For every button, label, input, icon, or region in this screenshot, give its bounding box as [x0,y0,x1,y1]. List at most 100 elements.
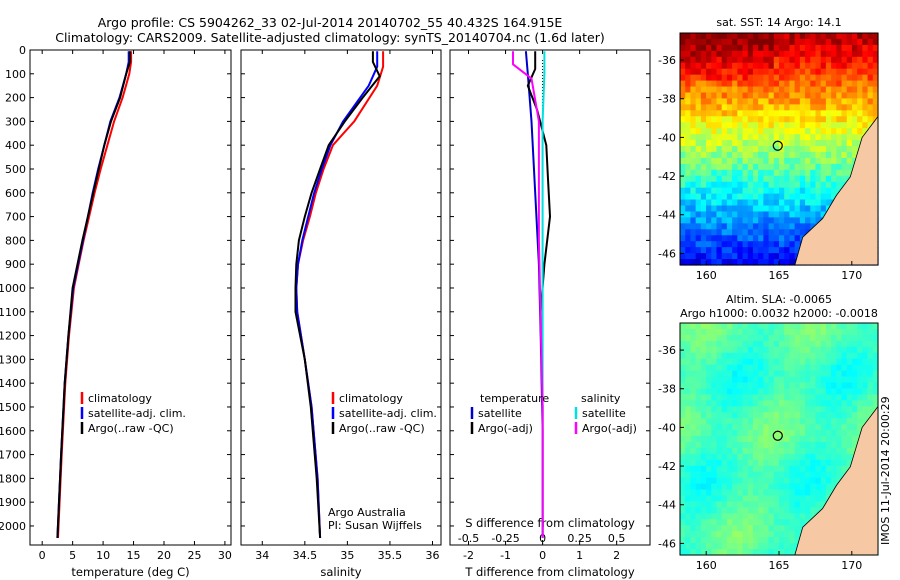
map-cell [685,549,692,556]
map-cell [747,400,754,407]
map-cell [789,181,796,189]
map-cell [846,92,853,100]
map-cell [831,477,837,485]
map-cell [732,483,738,491]
map-cell [810,346,817,354]
map-cell [685,340,692,348]
map-cell [820,146,827,153]
map-cell [789,388,796,395]
map-cell [747,525,754,532]
map-cell [815,340,822,348]
map-cell [836,382,843,390]
map-cell [711,483,718,491]
map-cell [841,175,848,183]
map-cell [851,376,858,384]
map-cell [779,146,785,153]
y-tick-label: 700 [5,211,26,224]
map-cell [779,328,785,336]
map-cell [779,370,785,378]
map-cell [747,549,754,556]
map-cell [773,116,780,123]
map-cell [680,519,686,526]
map-cell [747,74,754,82]
map-cell [747,175,754,183]
map-cell [716,181,723,189]
map-cell [695,235,702,242]
map-cell [747,134,754,141]
map-cell [836,436,843,443]
map-cell [794,525,801,532]
map-cell [690,412,697,419]
map-cell [867,382,874,390]
map-cell [747,140,754,147]
map-cell [867,364,874,372]
map-cell [820,62,827,70]
map-cell [857,134,863,141]
map-cell [742,394,749,401]
map-cell [700,495,707,503]
x2-tick-label: -0.5 [458,532,479,545]
map-cell [841,163,848,171]
map-cell [732,199,738,207]
map-cell [820,471,827,479]
map-cell [726,253,733,260]
map-cell [805,465,811,473]
map-cell [711,229,718,236]
map-cell [711,441,718,449]
map-cell [732,394,738,401]
map-cell [815,140,822,147]
map-cell [825,352,832,360]
map-cell [747,382,754,390]
map-cell [752,495,759,503]
map-cell [721,229,728,236]
map-cell [836,418,843,425]
map-cell [799,430,806,437]
map-cell [752,253,759,260]
map-cell [690,424,697,431]
map-cell [711,495,718,503]
map-cell [810,441,817,449]
map-cell [805,68,811,76]
map-cell [779,441,785,449]
map-cell [706,146,712,153]
map-cell [716,122,723,129]
map-cell [789,430,796,437]
lat-tick-label: -42 [658,460,676,473]
map-cell [825,92,832,100]
map-cell [805,382,811,390]
y-tick-label: 1200 [0,330,26,343]
map-cell [747,229,754,236]
map-cell [685,447,692,455]
map-cell [732,388,738,395]
map-cell [721,187,728,195]
map-cell [867,62,874,70]
map-cell [810,406,817,413]
map-cell [794,247,801,254]
map-cell [690,140,697,147]
map-cell [862,346,869,354]
map-cell [752,501,759,509]
map-cell [779,537,785,544]
legend-label: Argo(-adj) [478,422,533,435]
map-cell [789,340,796,348]
map-cell [815,92,822,100]
map-cell [695,412,702,419]
map-cell [732,229,738,236]
map-cell [747,531,754,538]
map-cell [841,382,848,390]
map-cell [726,465,733,473]
map-cell [789,400,796,407]
map-cell [752,104,759,111]
map-cell [768,193,775,201]
map-cell [742,193,749,201]
map-cell [799,424,806,431]
x2-tick-label: -0.25 [491,532,519,545]
map-cell [721,217,728,224]
map-cell [726,92,733,100]
map-cell [700,507,707,514]
map-cell [747,489,754,497]
map-cell [747,346,754,354]
map-cell [742,56,749,64]
map-cell [784,447,791,455]
map-cell [831,447,837,455]
